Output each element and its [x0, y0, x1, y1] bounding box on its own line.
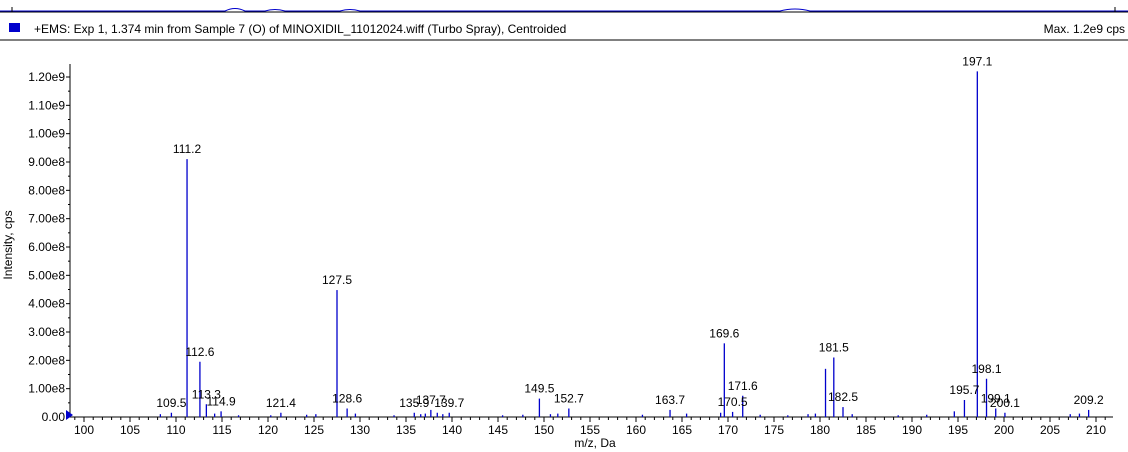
- x-tick-label: 110: [166, 423, 185, 437]
- y-tick-label: 6.00e8: [28, 240, 65, 254]
- spectrum-color-marker[interactable]: [9, 23, 20, 32]
- spectrum-header: +EMS: Exp 1, 1.374 min from Sample 7 (O)…: [0, 20, 1128, 40]
- y-tick-label: 3.00e8: [28, 325, 65, 339]
- peak-label: 109.5: [156, 396, 186, 410]
- peak-label: 169.6: [709, 326, 739, 340]
- peak-label: 197.1: [962, 54, 992, 68]
- peak-label: 112.6: [185, 345, 214, 359]
- peak-label: 199.1: [981, 392, 1011, 406]
- peak-label: 113.3: [192, 387, 221, 401]
- x-tick-label: 100: [74, 423, 94, 437]
- peak-label: 171.6: [728, 379, 758, 393]
- y-tick-label: 5.00e8: [28, 268, 65, 282]
- x-tick-label: 145: [488, 423, 508, 437]
- x-tick-label: 155: [580, 423, 600, 437]
- x-tick-label: 140: [442, 423, 462, 437]
- x-tick-label: 185: [856, 423, 876, 437]
- peak-label: 198.1: [972, 362, 1002, 376]
- y-tick-label: 2.00e8: [28, 353, 65, 367]
- x-tick-label: 120: [258, 423, 278, 437]
- peak-label: 182.5: [828, 390, 858, 404]
- x-tick-label: 105: [120, 423, 140, 437]
- x-tick-label: 210: [1086, 423, 1106, 437]
- y-tick-label: 1.20e9: [28, 70, 65, 84]
- peak-label: 139.7: [434, 396, 464, 410]
- peak-label: 152.7: [554, 392, 584, 406]
- x-tick-label: 130: [350, 423, 370, 437]
- y-tick-label: 1.00e8: [28, 382, 65, 396]
- y-tick-label: 7.00e8: [28, 212, 65, 226]
- peak-label: 128.6: [332, 392, 362, 406]
- x-tick-label: 190: [902, 423, 922, 437]
- y-tick-label: 0.00: [42, 410, 66, 424]
- tic-overview-trace: [0, 7, 1128, 13]
- x-tick-label: 135: [396, 423, 416, 437]
- y-tick-label: 1.00e9: [28, 127, 65, 141]
- x-tick-label: 160: [626, 423, 646, 437]
- y-axis-title: Intensity, cps: [1, 210, 15, 279]
- x-tick-label: 125: [304, 423, 324, 437]
- x-tick-label: 150: [534, 423, 554, 437]
- peak-label: 200.1: [990, 396, 1020, 410]
- peak-label: 149.5: [524, 382, 554, 396]
- peak-label: 163.7: [655, 393, 685, 407]
- x-tick-label: 200: [994, 423, 1014, 437]
- y-tick-label: 4.00e8: [28, 297, 65, 311]
- max-intensity: Max. 1.2e9 cps: [1043, 22, 1125, 36]
- y-tick-label: 1.10e9: [28, 98, 65, 112]
- peak-label: 127.5: [322, 273, 352, 287]
- y-axis: 0.00 1.00e8 2.00e8 3.00e8 4.00e8 5.00e8 6.00e8…: [28, 64, 71, 424]
- peak-label: 170.5: [718, 395, 748, 409]
- x-axis: 100 105 110 115 120 125 130 135 140 145 150 155 160 1…: [70, 416, 1113, 437]
- peak-label: 137.7: [416, 393, 446, 407]
- x-axis-title: m/z, Da: [574, 436, 616, 450]
- peak-label: 114.9: [207, 394, 236, 408]
- y-tick-label: 9.00e8: [28, 155, 65, 169]
- x-tick-label: 195: [948, 423, 968, 437]
- peak-label: 135.9: [399, 396, 429, 410]
- x-tick-label: 205: [1040, 423, 1060, 437]
- x-tick-label: 165: [672, 423, 692, 437]
- peak-label: 121.4: [266, 396, 296, 410]
- x-tick-label: 175: [764, 423, 784, 437]
- x-tick-label: 115: [212, 423, 231, 437]
- spectrum-title: +EMS: Exp 1, 1.374 min from Sample 7 (O)…: [34, 22, 567, 36]
- axis-start-marker: [66, 410, 73, 420]
- peak-label: 181.5: [819, 341, 849, 355]
- x-tick-label: 180: [810, 423, 830, 437]
- x-tick-label: 170: [718, 423, 738, 437]
- tic-overview-strip[interactable]: [0, 0, 1128, 20]
- y-tick-label: 8.00e8: [28, 183, 65, 197]
- peak-label: 111.2: [173, 142, 202, 156]
- peaks: [159, 71, 1090, 417]
- peak-label: 209.2: [1074, 393, 1104, 407]
- peak-label: 195.7: [949, 383, 979, 397]
